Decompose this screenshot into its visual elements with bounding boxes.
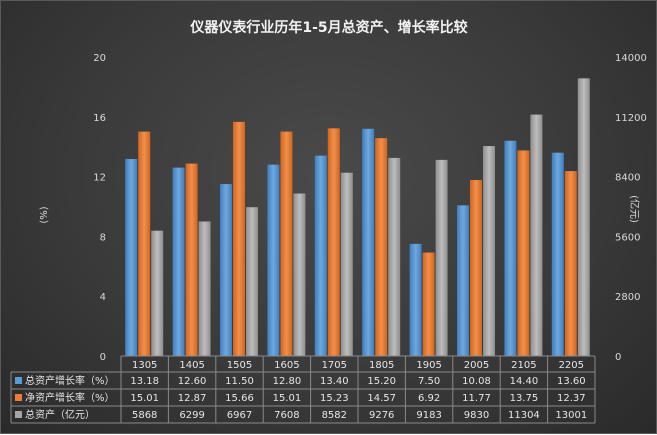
data-label: 12.37 [557,393,586,404]
legend-swatch [15,394,22,401]
data-label: 8582 [322,410,347,421]
bar-left-1 [422,252,435,356]
bar-left-0 [172,167,185,356]
bar-left-1 [564,171,577,356]
bar-right-2 [388,157,401,356]
bar-right-2 [435,159,448,356]
data-label: 15.23 [320,393,349,404]
data-label: 5868 [132,410,157,421]
data-label: 13.75 [510,393,539,404]
bar-right-2 [340,172,353,356]
data-label: 14.40 [510,376,539,387]
bar-right-2 [293,193,306,356]
bar-right-2 [198,221,211,356]
bar-left-0 [362,128,375,356]
category-label: 1705 [322,360,347,371]
legend-label: 净资产增长率（%） [25,391,115,404]
data-label: 11.50 [225,376,254,387]
data-label: 12.87 [178,393,207,404]
left-tick-label: 8 [100,232,106,243]
data-label: 13.18 [130,376,159,387]
data-label: 6967 [227,410,252,421]
bar-right-2 [151,230,164,356]
bar-left-0 [314,155,327,356]
left-tick-label: 4 [100,292,106,303]
legend-swatch [15,411,22,418]
bar-left-0 [551,152,564,356]
bar-left-1 [280,131,293,356]
bar-left-0 [457,205,469,356]
data-label: 9276 [369,410,394,421]
legend-label: 总资产增长率（%） [25,374,115,387]
bar-left-1 [327,128,340,356]
data-label: 14.57 [367,393,396,404]
bar-right-2 [483,146,495,356]
legend-label: 总资产（亿元） [25,408,95,421]
data-label: 10.08 [462,376,491,387]
bar-left-0 [267,164,280,356]
data-label: 15.01 [273,393,302,404]
legend-swatch [15,377,22,384]
category-label: 2205 [559,360,584,371]
data-label: 13.60 [557,376,586,387]
bar-left-1 [375,138,388,356]
bar-left-0 [125,158,138,356]
bar-left-0 [409,243,422,356]
data-label: 6299 [179,410,204,421]
data-label: 15.01 [130,393,159,404]
left-tick-label: 12 [93,173,106,184]
category-label: 2005 [464,360,489,371]
bar-right-2 [577,78,590,356]
bar-left-1 [185,163,198,356]
data-label: 15.66 [225,393,254,404]
data-label: 6.92 [418,393,440,404]
right-tick-label: 14000 [615,53,647,64]
category-label: 1505 [227,360,252,371]
right-tick-label: 5600 [615,232,640,243]
left-axis-title: (%) [39,206,50,223]
bar-left-0 [220,184,232,356]
category-label: 1905 [416,360,441,371]
bar-left-0 [504,140,517,356]
data-label: 15.20 [367,376,396,387]
data-label: 9183 [416,410,441,421]
right-tick-label: 0 [615,352,621,363]
category-label: 1305 [132,360,157,371]
data-label: 12.60 [178,376,207,387]
bar-right-2 [530,114,543,356]
data-label: 13001 [555,410,587,421]
right-tick-label: 2800 [615,292,640,303]
data-label: 13.40 [320,376,349,387]
category-label: 1405 [179,360,204,371]
right-tick-label: 8400 [615,173,640,184]
data-label: 11304 [508,410,540,421]
category-label: 2105 [511,360,536,371]
bar-left-1 [233,121,245,357]
right-tick-label: 11200 [615,113,647,124]
bar-right-2 [246,207,258,356]
left-tick-label: 0 [100,352,106,363]
category-label: 1805 [369,360,394,371]
data-label: 12.80 [273,376,302,387]
data-label: 11.77 [462,393,491,404]
right-axis-title: (亿元) [628,195,641,223]
left-tick-label: 16 [93,113,106,124]
chart-title: 仪器仪表行业历年1-5月总资产、增长率比较 [189,19,467,36]
category-label: 1605 [274,360,299,371]
bar-left-1 [470,180,482,356]
data-label: 7.50 [418,376,440,387]
bar-left-1 [517,150,530,356]
left-tick-label: 20 [93,53,106,64]
bar-left-1 [138,131,151,356]
data-label: 7608 [274,410,299,421]
data-label: 9830 [464,410,489,421]
